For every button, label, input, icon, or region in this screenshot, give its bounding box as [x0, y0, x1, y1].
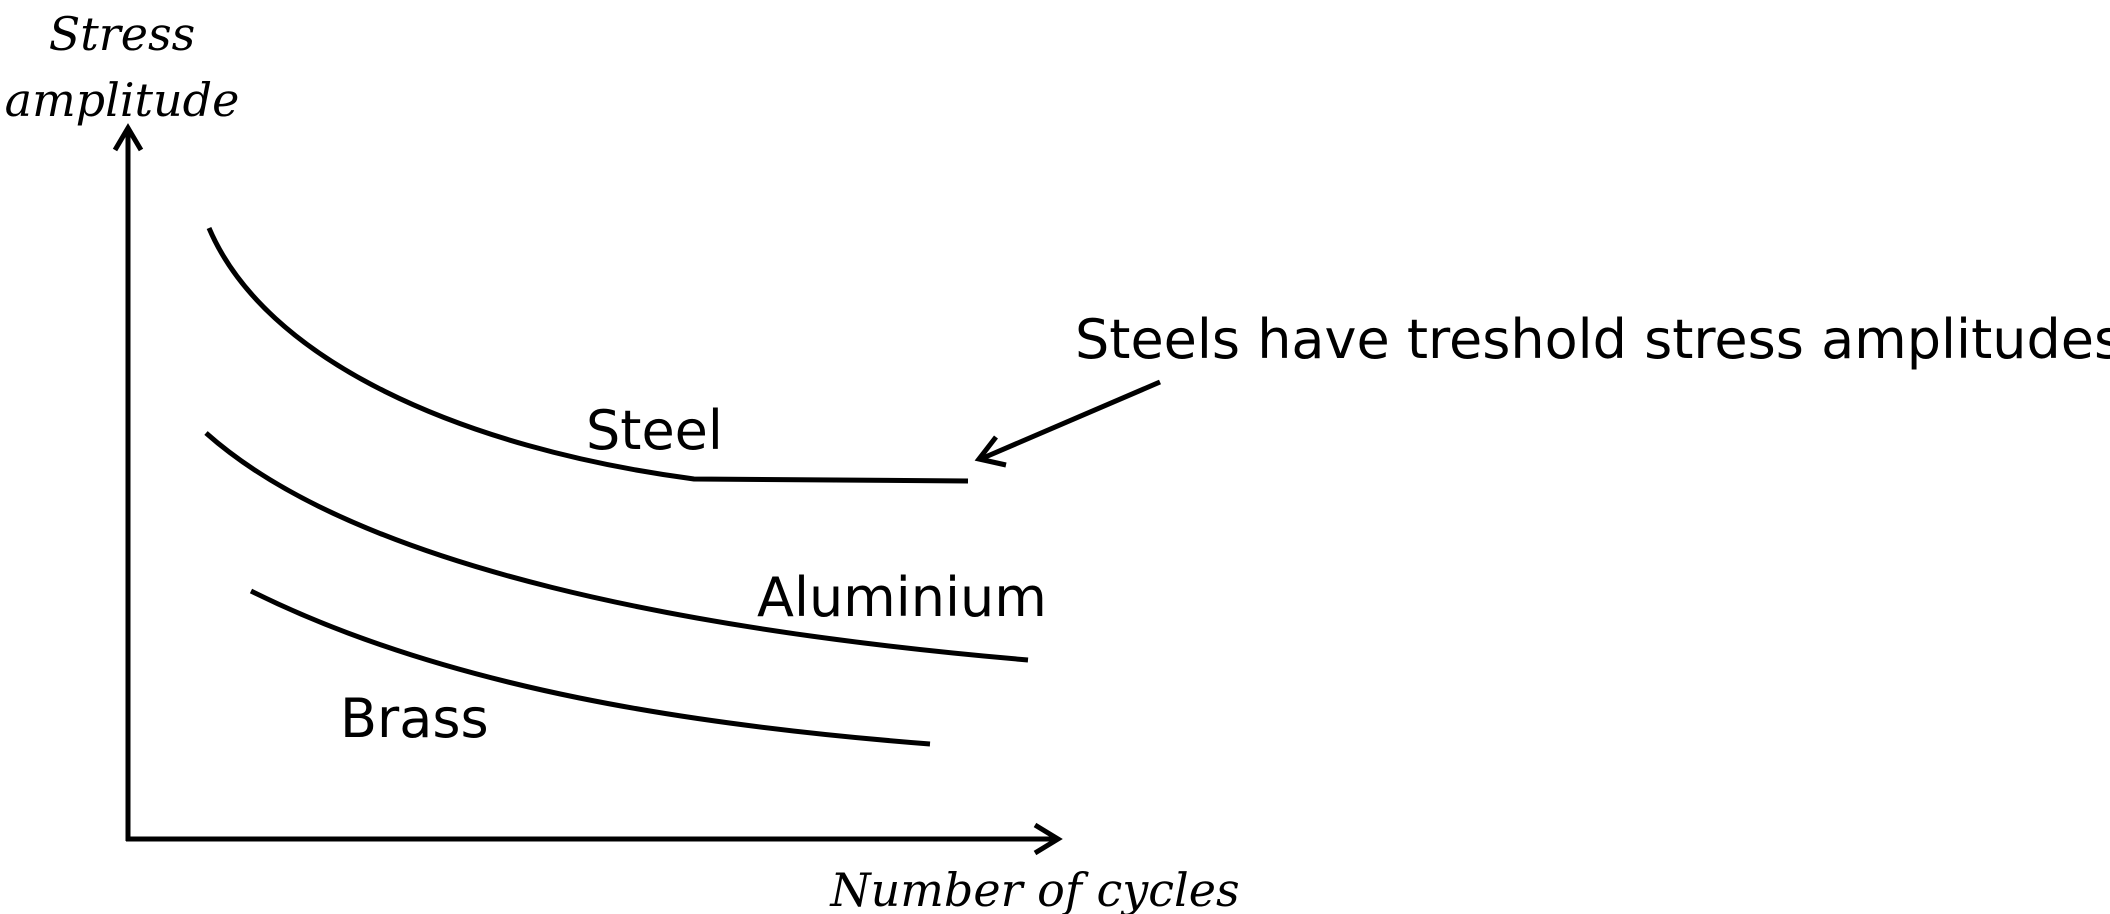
annotation-arrowhead: [974, 435, 1007, 468]
brass-label: Brass: [340, 687, 489, 750]
y-axis-label-line2: amplitude: [5, 73, 240, 127]
annotation-arrow-shaft: [982, 379, 1161, 461]
aluminium-curve: [204, 431, 1029, 663]
brass-curve: [249, 588, 931, 747]
steel-curve: [206, 227, 969, 484]
y-axis-label-line1: Stress: [49, 7, 195, 61]
x-axis-label: Number of cycles: [829, 863, 1239, 914]
threshold-annotation: Steels have treshold stress amplitudes: [1075, 308, 2110, 371]
x-axis-arrowhead: [1033, 822, 1063, 856]
steel-label: Steel: [586, 399, 723, 462]
aluminium-label: Aluminium: [757, 566, 1047, 629]
y-axis-arrowhead: [112, 123, 144, 152]
